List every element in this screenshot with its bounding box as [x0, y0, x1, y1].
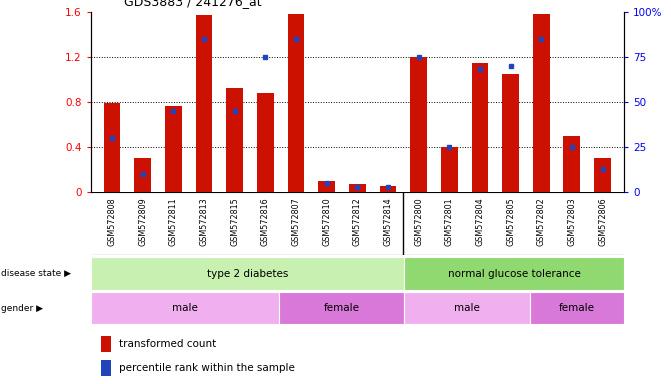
- Bar: [533, 14, 550, 192]
- Bar: [318, 181, 335, 192]
- Text: female: female: [323, 303, 360, 313]
- Text: GSM572802: GSM572802: [537, 197, 546, 246]
- Bar: [410, 56, 427, 192]
- Text: transformed count: transformed count: [119, 339, 216, 349]
- Text: GSM572814: GSM572814: [383, 197, 393, 246]
- Bar: [349, 184, 366, 192]
- Bar: [279, 292, 405, 324]
- Bar: [502, 74, 519, 192]
- Bar: [441, 147, 458, 192]
- Text: GSM572800: GSM572800: [414, 197, 423, 246]
- Text: GSM572803: GSM572803: [568, 197, 576, 246]
- Bar: [91, 257, 405, 290]
- Bar: [165, 106, 182, 192]
- Text: GSM572807: GSM572807: [291, 197, 301, 246]
- Text: GSM572806: GSM572806: [598, 197, 607, 246]
- Bar: [101, 336, 111, 352]
- Bar: [91, 292, 279, 324]
- Text: GSM572813: GSM572813: [199, 197, 209, 246]
- Bar: [564, 136, 580, 192]
- Text: GSM572811: GSM572811: [169, 197, 178, 246]
- Text: normal glucose tolerance: normal glucose tolerance: [448, 268, 580, 279]
- Text: disease state ▶: disease state ▶: [1, 269, 71, 278]
- Text: GSM572801: GSM572801: [445, 197, 454, 246]
- Bar: [103, 103, 121, 192]
- Bar: [226, 88, 243, 192]
- Text: GSM572815: GSM572815: [230, 197, 239, 246]
- Bar: [530, 292, 624, 324]
- Bar: [134, 158, 151, 192]
- Bar: [594, 158, 611, 192]
- Bar: [257, 93, 274, 192]
- Text: gender ▶: gender ▶: [1, 304, 44, 313]
- Text: GSM572812: GSM572812: [353, 197, 362, 246]
- Bar: [195, 15, 213, 192]
- Text: GSM572809: GSM572809: [138, 197, 147, 246]
- Text: GSM572808: GSM572808: [107, 197, 117, 246]
- Bar: [101, 360, 111, 376]
- Text: GDS3883 / 241276_at: GDS3883 / 241276_at: [124, 0, 262, 8]
- Bar: [405, 257, 624, 290]
- Text: male: male: [172, 303, 198, 313]
- Text: GSM572816: GSM572816: [261, 197, 270, 246]
- Bar: [405, 292, 530, 324]
- Bar: [288, 14, 305, 192]
- Text: GSM572805: GSM572805: [506, 197, 515, 246]
- Bar: [472, 63, 488, 192]
- Text: type 2 diabetes: type 2 diabetes: [207, 268, 288, 279]
- Text: female: female: [559, 303, 595, 313]
- Text: percentile rank within the sample: percentile rank within the sample: [119, 363, 295, 373]
- Bar: [380, 186, 397, 192]
- Text: male: male: [454, 303, 480, 313]
- Text: GSM572804: GSM572804: [476, 197, 484, 246]
- Text: GSM572810: GSM572810: [322, 197, 331, 246]
